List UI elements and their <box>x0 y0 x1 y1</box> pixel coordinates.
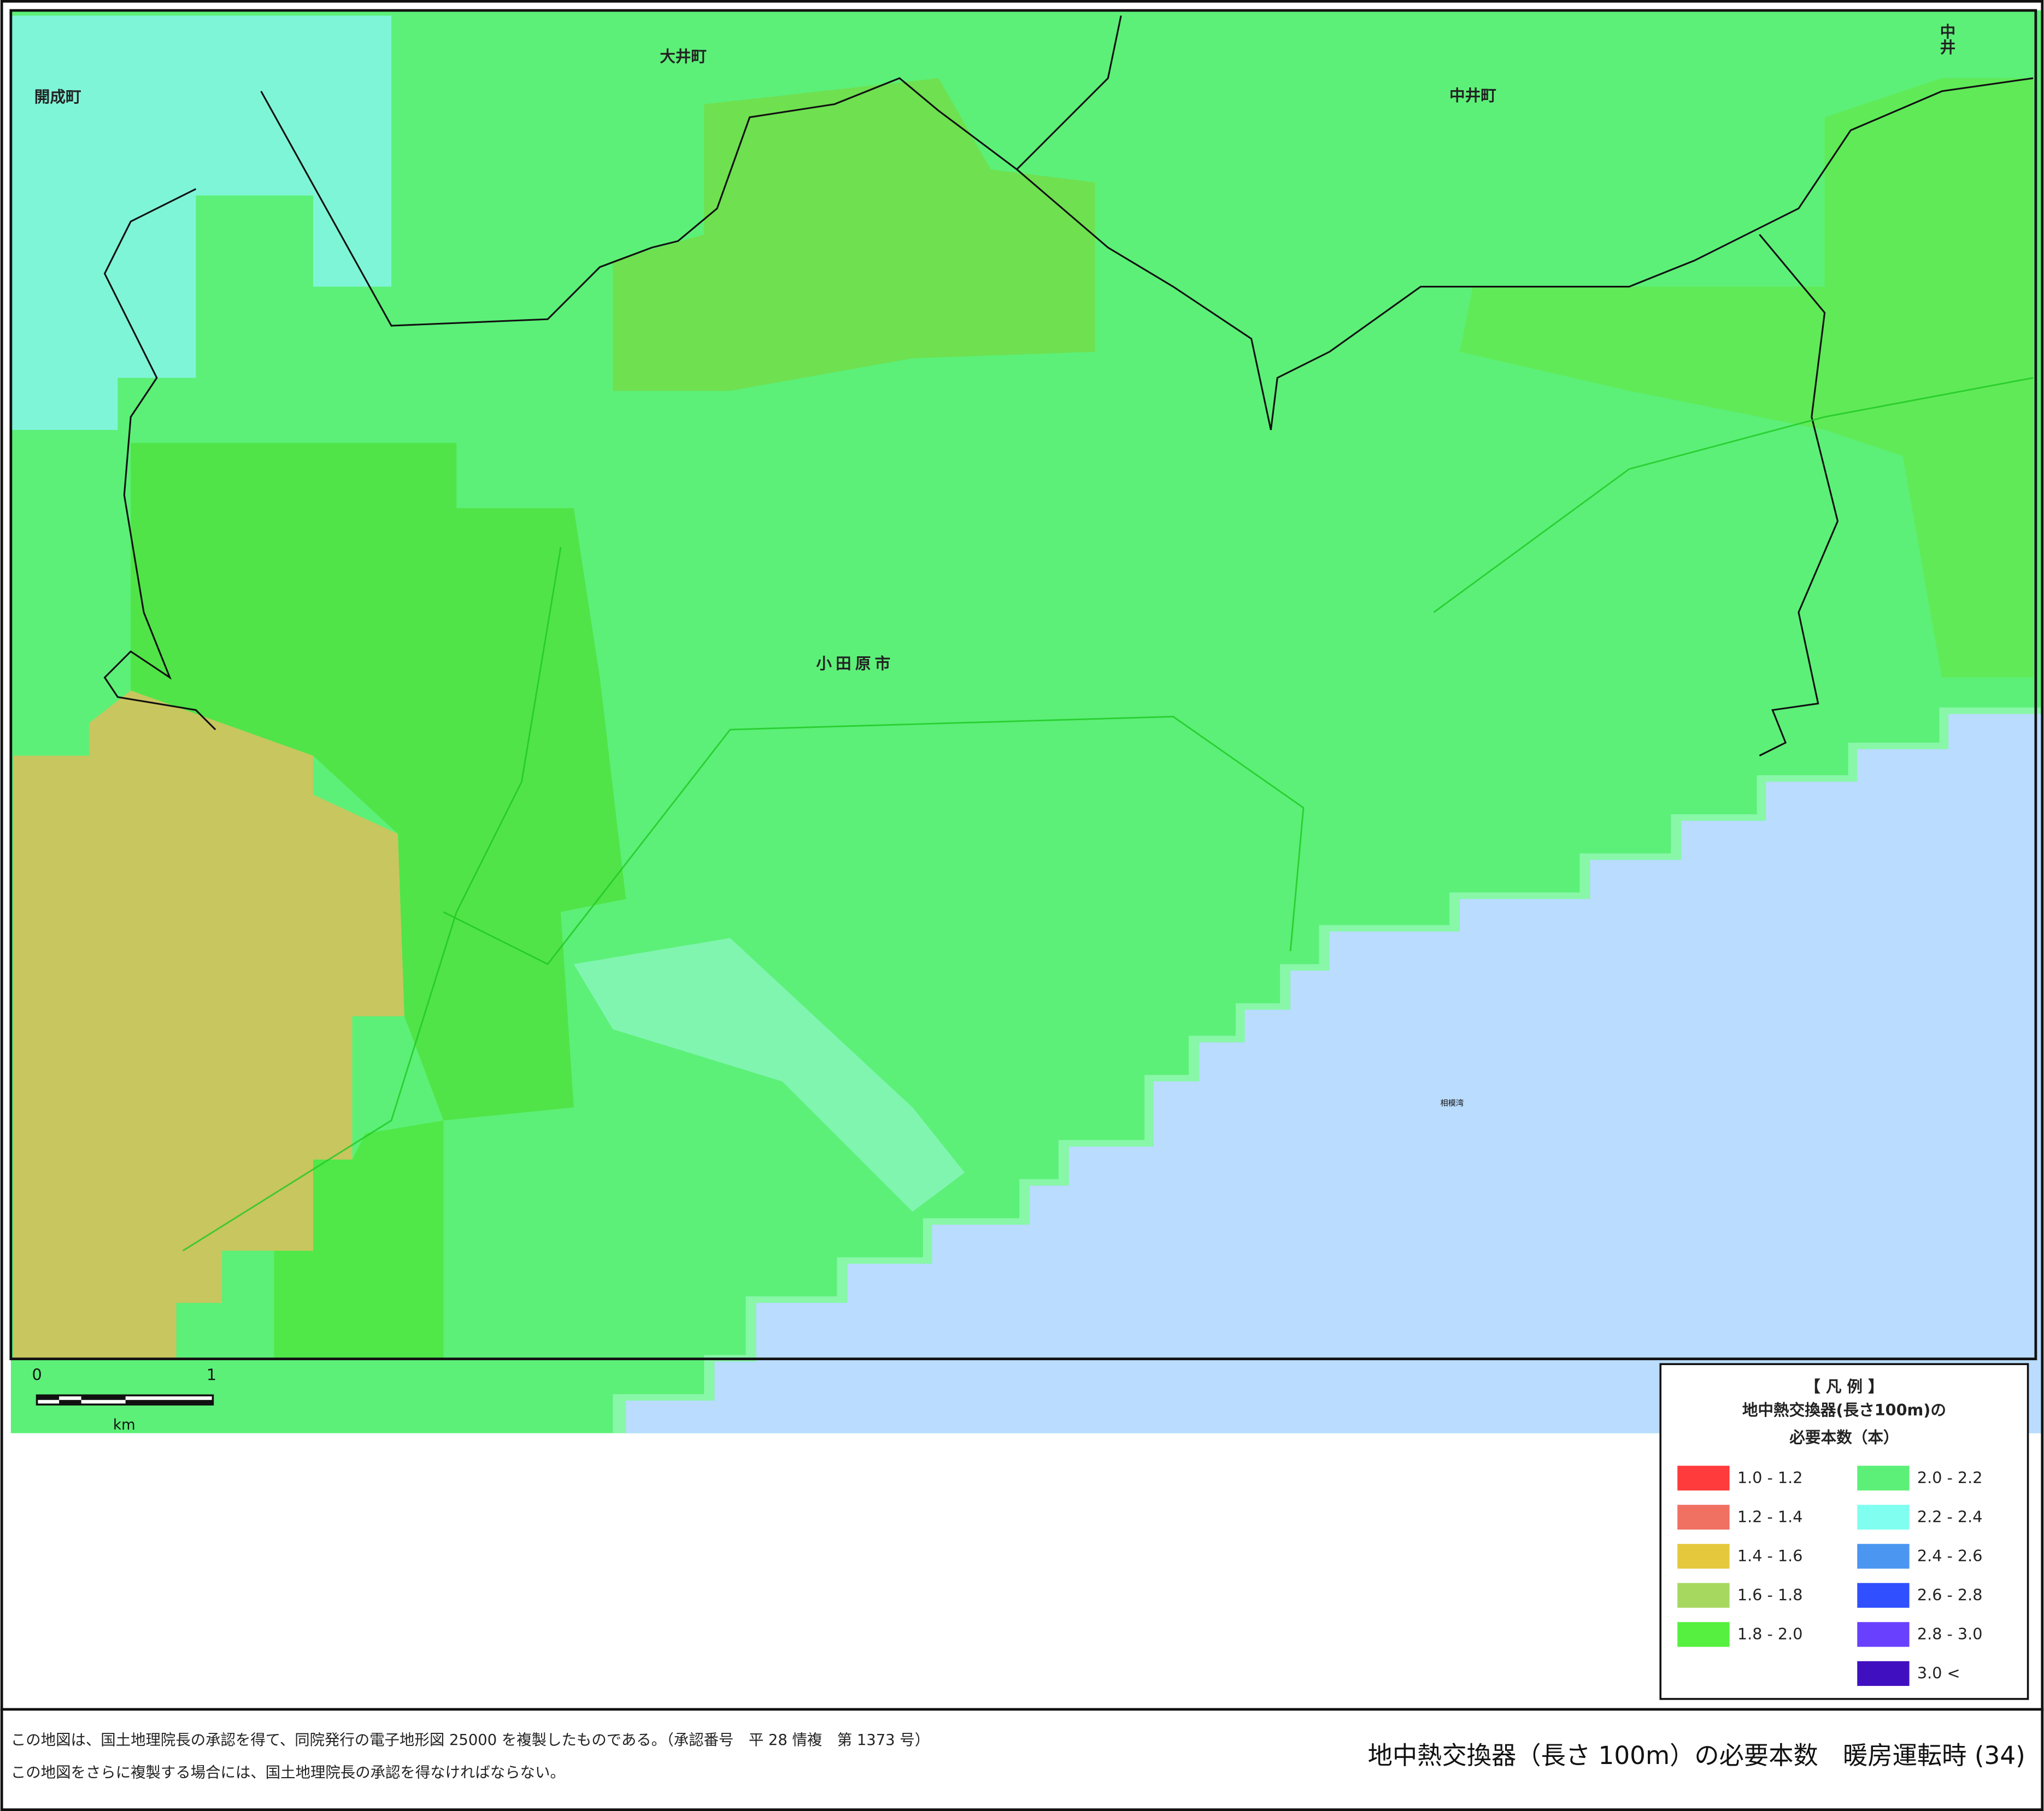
legend-subtitle: 地中熱交換器(長さ100m)の <box>1742 1401 1946 1419</box>
road <box>443 715 1305 966</box>
road <box>182 547 562 1252</box>
sea <box>626 714 2044 1433</box>
legend-swatch <box>1857 1583 1910 1608</box>
scale-bar-segment <box>81 1395 126 1400</box>
legend-swatch <box>1677 1466 1730 1491</box>
boundary <box>260 15 1122 327</box>
zone-yellow <box>13 690 404 1359</box>
zone-dark-green <box>1460 78 2034 678</box>
legend-swatch <box>1857 1504 1910 1530</box>
legend-swatch <box>1677 1622 1730 1647</box>
scale-bar-segment <box>125 1400 213 1405</box>
legend-label: 1.6 - 1.8 <box>1737 1586 1803 1604</box>
footer-note: この地図は、国土地理院長の承認を得て、同院発行の電子地形図 25000 を複製し… <box>11 1732 930 1749</box>
legend-swatch <box>1857 1544 1910 1569</box>
scale-unit: km <box>113 1417 136 1433</box>
legend: 【 凡 例 】 地中熱交換器(長さ100m)の 必要本数（本） 1.0 - 1.… <box>1659 1363 2029 1700</box>
map-frame <box>9 9 2037 1361</box>
legend-label: 2.8 - 3.0 <box>1917 1625 1983 1643</box>
legend-label: 2.2 - 2.4 <box>1917 1508 1983 1526</box>
legend-label: 1.0 - 1.2 <box>1737 1468 1803 1487</box>
legend-swatch <box>1677 1504 1730 1530</box>
zone-light <box>573 938 965 1212</box>
place-label: 小田原市 <box>816 654 894 673</box>
scale-bar: 0 1 km <box>32 1366 216 1433</box>
road <box>1433 377 2034 613</box>
zone-dark-green <box>131 443 626 1121</box>
legend-label: 1.8 - 2.0 <box>1737 1625 1803 1643</box>
place-label: 開成町 <box>34 87 81 106</box>
zone-cyan <box>10 15 392 430</box>
legend-label: 2.6 - 2.8 <box>1917 1586 1983 1604</box>
boundary <box>1759 234 1839 757</box>
scale-label: 0 <box>32 1366 42 1384</box>
scale-bar-segment <box>59 1400 81 1405</box>
place-label: 中井町 <box>1449 86 1496 104</box>
footer-title: 地中熱交換器（長さ 100m）の必要本数 暖房運転時 (34) <box>1368 1741 2025 1770</box>
boundary <box>103 188 216 731</box>
footer-note: この地図をさらに複製する場合には、国土地理院長の承認を得なければならない。 <box>11 1764 565 1781</box>
legend-label: 1.2 - 1.4 <box>1737 1508 1803 1526</box>
legend-label: 2.0 - 2.2 <box>1917 1468 1983 1487</box>
legend-title: 【 凡 例 】 <box>1805 1377 1883 1396</box>
legend-swatch <box>1857 1466 1910 1491</box>
scale-label: 1 <box>207 1366 216 1384</box>
roads <box>182 377 2034 1252</box>
legend-swatch <box>1677 1583 1730 1608</box>
legend-swatch <box>1857 1661 1910 1686</box>
legend-swatch <box>1857 1622 1910 1647</box>
boundary <box>1016 77 2034 431</box>
legend-label: 1.4 - 1.6 <box>1737 1547 1803 1565</box>
legend-label: 2.4 - 2.6 <box>1917 1547 1983 1565</box>
legend-swatch <box>1677 1544 1730 1569</box>
place-label: 中井 <box>1937 23 1956 55</box>
legend-label: 3.0 < <box>1917 1664 1960 1683</box>
boundaries <box>103 15 2034 757</box>
scale-bar-segment <box>37 1395 60 1400</box>
place-label: 相模湾 <box>1440 1098 1464 1108</box>
zone-dark-green <box>613 78 1095 391</box>
place-label: 大井町 <box>660 47 707 66</box>
zone-dark-green <box>274 1120 444 1359</box>
legend-subtitle: 必要本数（本） <box>1789 1428 1899 1447</box>
